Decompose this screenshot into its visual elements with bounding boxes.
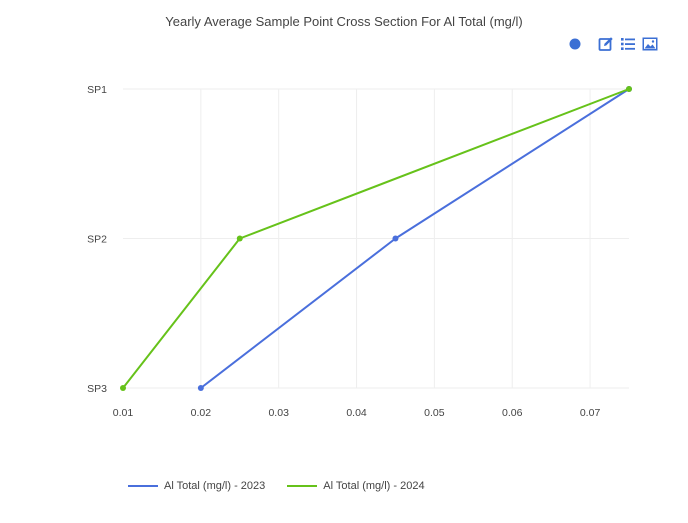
x-tick-label: 0.05	[424, 407, 445, 419]
data-point[interactable]	[392, 235, 399, 242]
data-point[interactable]	[120, 385, 126, 391]
legend-swatch	[128, 485, 158, 487]
image-icon[interactable]	[642, 37, 658, 56]
data-point[interactable]	[236, 235, 243, 242]
legend-item[interactable]: Al Total (mg/l) - 2024	[287, 480, 425, 492]
dot-icon[interactable]	[568, 37, 582, 56]
x-tick-label: 0.01	[113, 407, 134, 419]
legend-swatch	[287, 485, 318, 487]
series-lines	[120, 86, 632, 391]
chart-toolbar	[568, 36, 664, 57]
x-tick-label: 0.03	[268, 407, 289, 419]
list-icon[interactable]	[620, 36, 636, 57]
data-point[interactable]	[626, 86, 632, 92]
legend: Al Total (mg/l) - 2023 Al Total (mg/l) - …	[128, 480, 447, 492]
x-tick-label: 0.04	[346, 407, 367, 419]
x-tick-label: 0.06	[502, 407, 523, 419]
chart-title: Yearly Average Sample Point Cross Sectio…	[165, 14, 523, 29]
x-tick-label: 0.02	[191, 407, 212, 419]
y-tick-label: SP2	[87, 234, 107, 246]
y-tick-label: SP3	[87, 383, 107, 395]
axes: 0.01 0.02 0.03 0.04 0.05 0.06 0.07 SP1 SP2 SP3	[87, 84, 600, 419]
legend-label: Al Total (mg/l) - 2024	[323, 480, 425, 492]
legend-item[interactable]: Al Total (mg/l) - 2023	[128, 480, 265, 492]
legend-label: Al Total (mg/l) - 2023	[164, 480, 266, 492]
y-tick-label: SP1	[87, 84, 107, 96]
data-point[interactable]	[197, 385, 204, 391]
x-tick-label: 0.07	[580, 407, 601, 419]
edit-icon[interactable]	[598, 36, 614, 57]
grid-lines	[123, 88, 629, 389]
